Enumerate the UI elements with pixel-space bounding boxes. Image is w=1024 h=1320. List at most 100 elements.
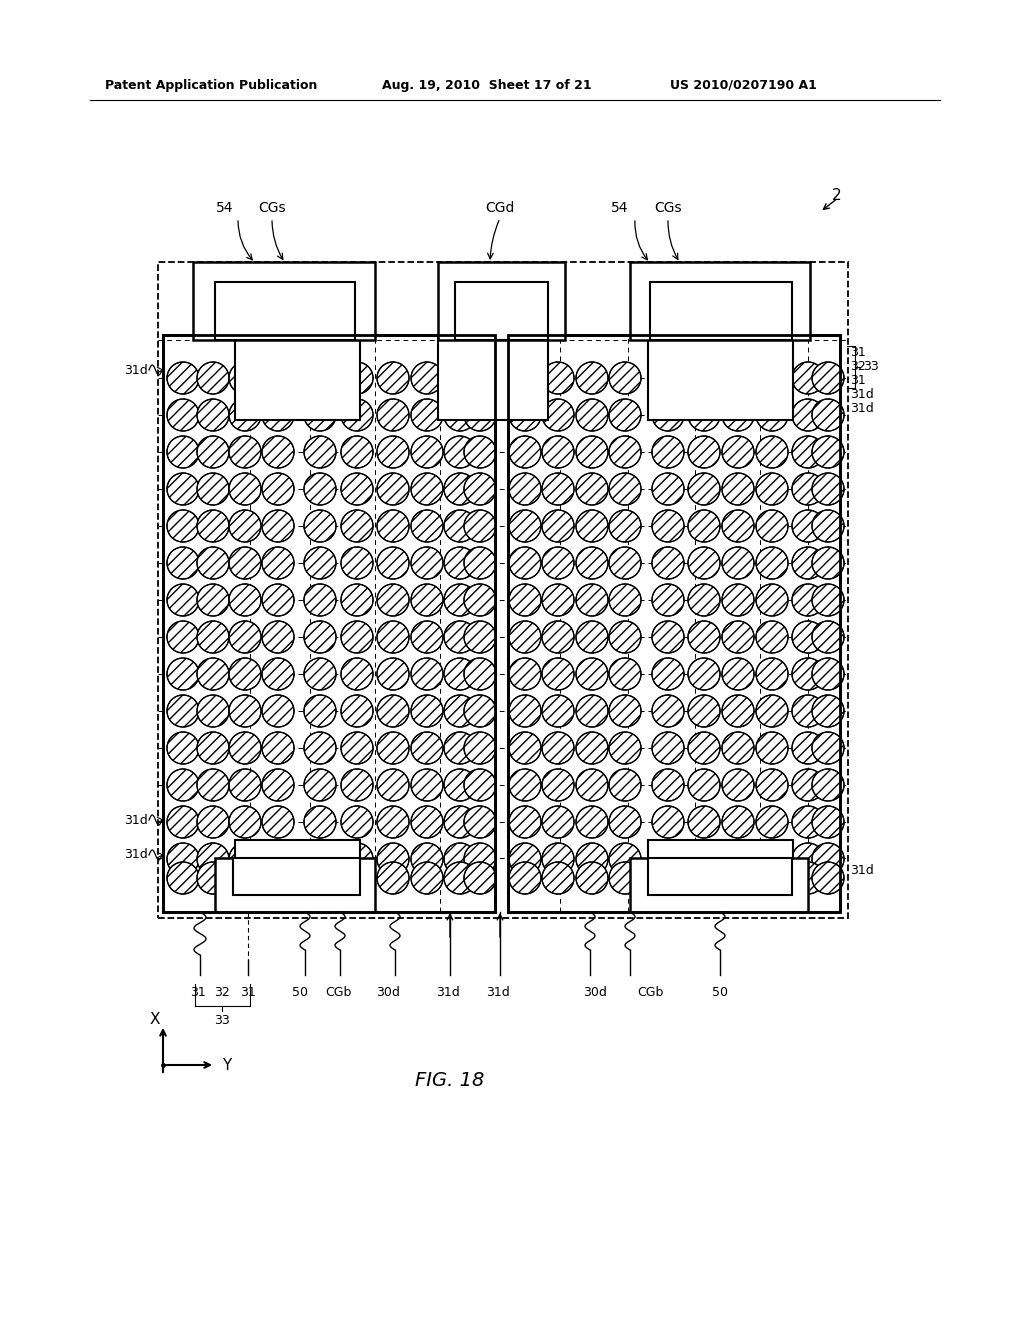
Circle shape <box>411 862 443 894</box>
Circle shape <box>792 583 824 616</box>
Text: 31d: 31d <box>850 863 873 876</box>
Circle shape <box>197 436 229 469</box>
Bar <box>163 335 495 912</box>
Circle shape <box>341 620 373 653</box>
Circle shape <box>262 733 294 764</box>
Circle shape <box>411 696 443 727</box>
Circle shape <box>377 862 409 894</box>
Circle shape <box>688 843 720 875</box>
Circle shape <box>575 583 608 616</box>
Circle shape <box>197 620 229 653</box>
Circle shape <box>167 362 199 393</box>
Circle shape <box>341 510 373 543</box>
Circle shape <box>464 807 496 838</box>
Circle shape <box>792 733 824 764</box>
Circle shape <box>812 807 844 838</box>
Circle shape <box>167 657 199 690</box>
Circle shape <box>812 733 844 764</box>
Circle shape <box>812 696 844 727</box>
Circle shape <box>197 733 229 764</box>
Text: 30d: 30d <box>376 986 400 998</box>
Circle shape <box>575 436 608 469</box>
Text: 32: 32 <box>214 986 229 998</box>
Text: X: X <box>150 1012 160 1027</box>
Text: 30d: 30d <box>583 986 607 998</box>
Circle shape <box>688 546 720 579</box>
Text: 33: 33 <box>214 1015 229 1027</box>
Circle shape <box>341 696 373 727</box>
Text: Y: Y <box>222 1057 231 1072</box>
Circle shape <box>756 399 788 432</box>
Circle shape <box>609 510 641 543</box>
Circle shape <box>609 696 641 727</box>
Circle shape <box>575 843 608 875</box>
Circle shape <box>509 362 541 393</box>
Circle shape <box>509 770 541 801</box>
Bar <box>648 858 792 895</box>
Circle shape <box>542 843 574 875</box>
Text: 33: 33 <box>863 360 879 374</box>
Circle shape <box>341 843 373 875</box>
Circle shape <box>609 546 641 579</box>
Circle shape <box>652 510 684 543</box>
Text: CGb: CGb <box>637 986 664 998</box>
Circle shape <box>464 546 496 579</box>
Circle shape <box>411 436 443 469</box>
Circle shape <box>652 436 684 469</box>
Bar <box>215 858 375 912</box>
Circle shape <box>167 733 199 764</box>
Circle shape <box>609 862 641 894</box>
Circle shape <box>341 583 373 616</box>
Text: 2: 2 <box>831 187 842 202</box>
Circle shape <box>542 510 574 543</box>
Text: 31: 31 <box>850 374 865 387</box>
Circle shape <box>444 770 476 801</box>
Circle shape <box>652 807 684 838</box>
Circle shape <box>304 362 336 393</box>
Circle shape <box>509 510 541 543</box>
Circle shape <box>688 436 720 469</box>
Circle shape <box>722 399 754 432</box>
Circle shape <box>722 583 754 616</box>
Circle shape <box>812 473 844 506</box>
Circle shape <box>652 473 684 506</box>
Circle shape <box>688 583 720 616</box>
Text: 50: 50 <box>712 986 728 998</box>
Circle shape <box>167 696 199 727</box>
Circle shape <box>542 546 574 579</box>
Circle shape <box>229 510 261 543</box>
Circle shape <box>262 362 294 393</box>
Circle shape <box>167 510 199 543</box>
Circle shape <box>377 770 409 801</box>
Text: Patent Application Publication: Patent Application Publication <box>105 78 317 91</box>
Circle shape <box>756 862 788 894</box>
Circle shape <box>575 696 608 727</box>
Circle shape <box>609 399 641 432</box>
Circle shape <box>304 620 336 653</box>
Circle shape <box>464 862 496 894</box>
Circle shape <box>509 583 541 616</box>
Text: 31: 31 <box>240 986 256 998</box>
Circle shape <box>197 473 229 506</box>
Circle shape <box>197 862 229 894</box>
Circle shape <box>652 733 684 764</box>
Circle shape <box>377 843 409 875</box>
Circle shape <box>509 657 541 690</box>
Circle shape <box>304 770 336 801</box>
Circle shape <box>542 436 574 469</box>
Circle shape <box>304 807 336 838</box>
Circle shape <box>722 843 754 875</box>
Circle shape <box>304 843 336 875</box>
Circle shape <box>229 473 261 506</box>
Circle shape <box>341 862 373 894</box>
Circle shape <box>197 399 229 432</box>
Circle shape <box>341 546 373 579</box>
Bar <box>508 335 840 912</box>
Circle shape <box>377 807 409 838</box>
Circle shape <box>341 657 373 690</box>
Bar <box>630 261 810 341</box>
Circle shape <box>229 862 261 894</box>
Text: FIG. 18: FIG. 18 <box>416 1071 484 1089</box>
Circle shape <box>688 807 720 838</box>
Bar <box>630 858 808 912</box>
